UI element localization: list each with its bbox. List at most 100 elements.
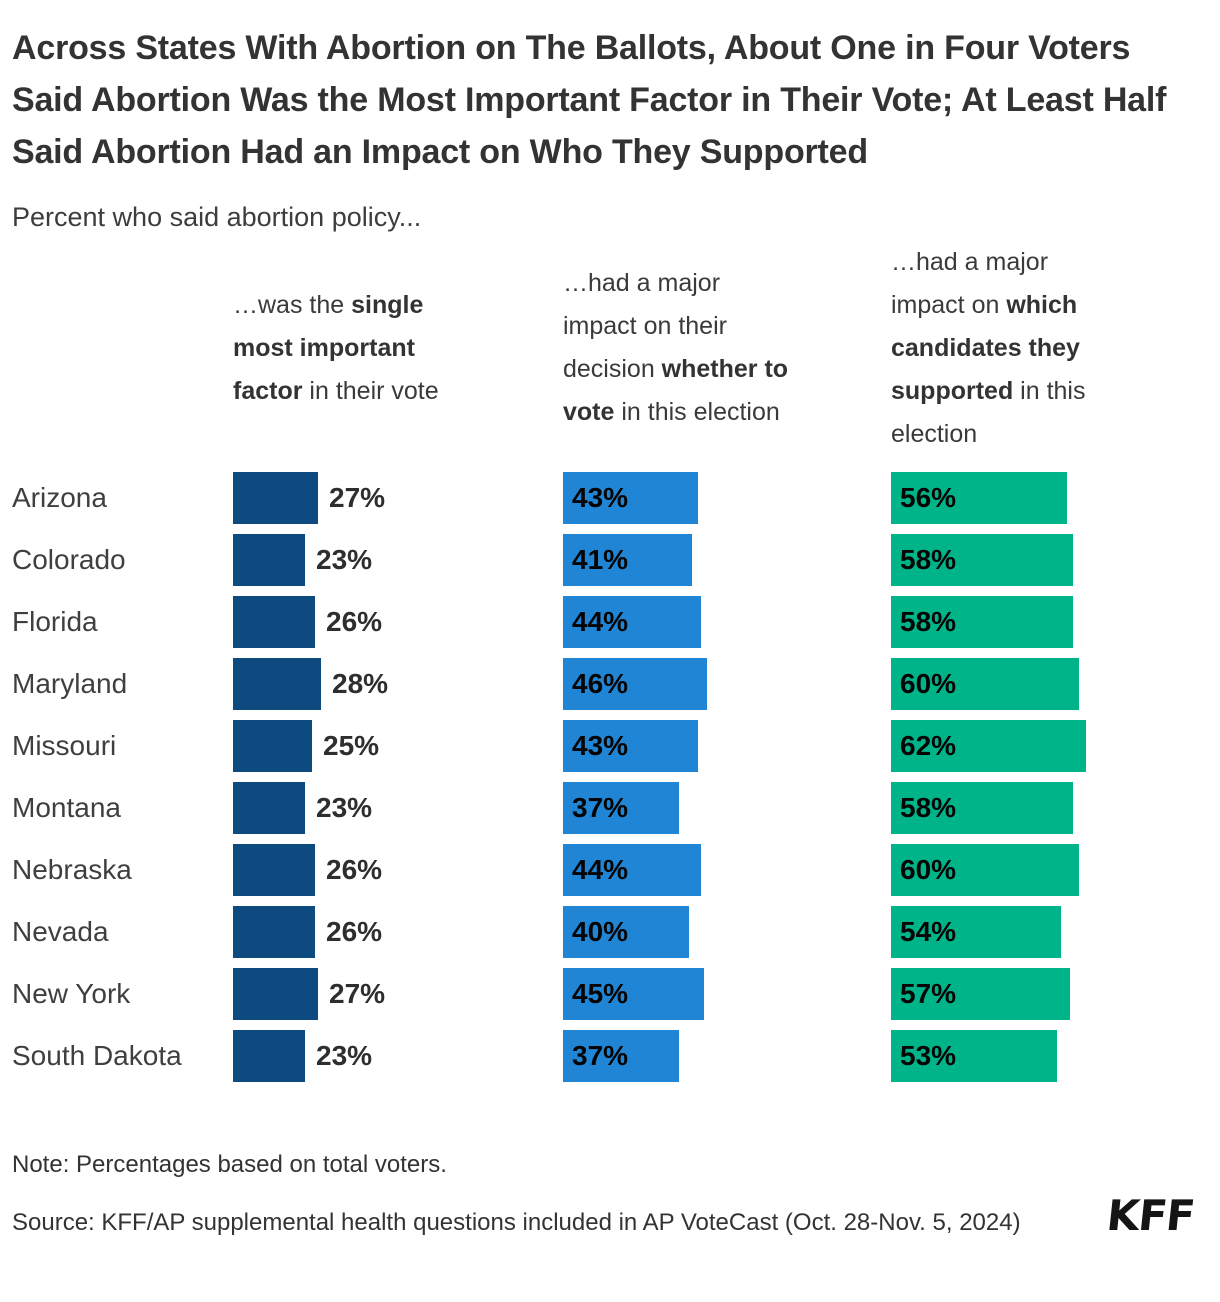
header-segment: …had a major impact on <box>891 247 1049 319</box>
bar-value-label: 58% <box>900 544 957 575</box>
bar-series-1 <box>233 844 315 896</box>
column-header-single-most-important-factor: …was the single most important factor in… <box>233 284 563 413</box>
bar-value-label: 53% <box>900 1040 957 1071</box>
source-text: Source: KFF/AP supplemental health quest… <box>12 1209 1021 1236</box>
state-label: Nevada <box>12 916 109 947</box>
bar-series-1 <box>233 596 315 648</box>
kff-logo: KFF <box>1104 1191 1197 1240</box>
bar-cell-series-2: 44% <box>563 844 891 896</box>
bar-cell-series-3: 60% <box>891 844 1208 896</box>
header-segment: in this election <box>614 398 780 426</box>
chart-row-colorado: Colorado 23% 41% 58% <box>12 529 1208 591</box>
bar-series-2: 37% <box>563 1030 679 1082</box>
bar-value-label: 23% <box>316 792 373 823</box>
state-label: Montana <box>12 792 121 823</box>
bar-cell-series-3: 53% <box>891 1030 1208 1082</box>
header-bold-segment: whether to vote <box>563 355 789 426</box>
bar-cell-series-3: 58% <box>891 596 1208 648</box>
chart-row-south-dakota: South Dakota 23% 37% 53% <box>12 1025 1208 1087</box>
bar-series-1 <box>233 720 312 772</box>
column-headers: …was the single most important factor in… <box>12 233 1208 463</box>
bar-cell-series-3: 57% <box>891 968 1208 1020</box>
bar-cell-series-3: 60% <box>891 658 1208 710</box>
bar-value-label: 27% <box>329 482 386 513</box>
source-row: Source: KFF/AP supplemental health quest… <box>12 1191 1208 1240</box>
chart-row-arizona: Arizona 27% 43% 56% <box>12 467 1208 529</box>
chart-row-maryland: Maryland 28% 46% 60% <box>12 653 1208 715</box>
bar-value-label: 56% <box>900 482 957 513</box>
bar-series-2: 46% <box>563 658 707 710</box>
chart-row-montana: Montana 23% 37% 58% <box>12 777 1208 839</box>
column-header-whether-to-vote: …had a major impact on their decision wh… <box>563 262 891 434</box>
bar-series-1 <box>233 968 318 1020</box>
bar-series-1 <box>233 534 305 586</box>
bar-value-label: 28% <box>332 668 389 699</box>
bar-value-label: 58% <box>900 606 957 637</box>
bar-series-2: 40% <box>563 906 689 958</box>
bar-series-3: 56% <box>891 472 1067 524</box>
bar-cell-series-2: 46% <box>563 658 891 710</box>
bar-series-3: 53% <box>891 1030 1057 1082</box>
bar-cell-series-1: 26% <box>233 596 563 648</box>
state-label: Maryland <box>12 668 128 699</box>
bar-series-3: 60% <box>891 844 1079 896</box>
bar-cell-series-2: 44% <box>563 596 891 648</box>
bar-cell-series-3: 62% <box>891 720 1208 772</box>
bar-series-2: 44% <box>563 596 701 648</box>
bar-series-1 <box>233 782 305 834</box>
state-label: Colorado <box>12 544 126 575</box>
column-header-which-candidates-supported: …had a major impact on which candidates … <box>891 241 1208 456</box>
chart-subtitle: Percent who said abortion policy... <box>12 202 422 232</box>
bar-value-label: 37% <box>572 1040 629 1071</box>
chart-row-missouri: Missouri 25% 43% 62% <box>12 715 1208 777</box>
header-segment: …was the <box>233 290 352 319</box>
bar-value-label: 41% <box>572 544 629 575</box>
bar-cell-series-2: 37% <box>563 1030 891 1082</box>
state-label: New York <box>12 978 131 1009</box>
bar-series-3: 58% <box>891 596 1073 648</box>
bar-series-3: 57% <box>891 968 1070 1020</box>
bar-series-2: 44% <box>563 844 701 896</box>
bar-cell-series-2: 37% <box>563 782 891 834</box>
bar-value-label: 43% <box>572 482 629 513</box>
header-segment: …had a major impact on their decision <box>563 269 727 383</box>
bar-value-label: 58% <box>900 792 957 823</box>
chart-row-new-york: New York 27% 45% 57% <box>12 963 1208 1025</box>
bar-value-label: 23% <box>316 1040 373 1071</box>
bar-series-3: 58% <box>891 534 1073 586</box>
column-3-header-cell: …had a major impact on which candidates … <box>891 241 1208 456</box>
bar-series-3: 60% <box>891 658 1079 710</box>
chart-title: Across States With Abortion on The Ballo… <box>12 29 1167 171</box>
bar-value-label: 27% <box>329 978 386 1009</box>
bar-cell-series-1: 27% <box>233 472 563 524</box>
bar-cell-series-1: 28% <box>233 658 563 710</box>
bar-value-label: 46% <box>572 668 629 699</box>
bar-value-label: 44% <box>572 854 629 885</box>
bar-value-label: 57% <box>900 978 957 1009</box>
chart-row-nebraska: Nebraska 26% 44% 60% <box>12 839 1208 901</box>
bar-value-label: 37% <box>572 792 629 823</box>
bar-cell-series-2: 43% <box>563 720 891 772</box>
bar-value-label: 54% <box>900 916 957 947</box>
bar-series-2: 37% <box>563 782 679 834</box>
bar-value-label: 62% <box>900 730 957 761</box>
bar-value-label: 25% <box>323 730 380 761</box>
state-label: Arizona <box>12 482 107 513</box>
bar-cell-series-1: 23% <box>233 1030 563 1082</box>
bar-cell-series-1: 23% <box>233 534 563 586</box>
bar-cell-series-3: 54% <box>891 906 1208 958</box>
bar-series-1 <box>233 906 315 958</box>
note-text: Note: Percentages based on total voters. <box>12 1151 447 1178</box>
bar-series-2: 41% <box>563 534 692 586</box>
state-label: Nebraska <box>12 854 132 885</box>
bar-series-1 <box>233 1030 305 1082</box>
bar-series-2: 43% <box>563 720 698 772</box>
bar-cell-series-1: 27% <box>233 968 563 1020</box>
column-1-header-cell: …was the single most important factor in… <box>233 284 563 413</box>
bar-cell-series-3: 58% <box>891 534 1208 586</box>
bar-cell-series-1: 23% <box>233 782 563 834</box>
bar-cell-series-2: 43% <box>563 472 891 524</box>
bar-series-1 <box>233 658 321 710</box>
bar-series-3: 62% <box>891 720 1086 772</box>
